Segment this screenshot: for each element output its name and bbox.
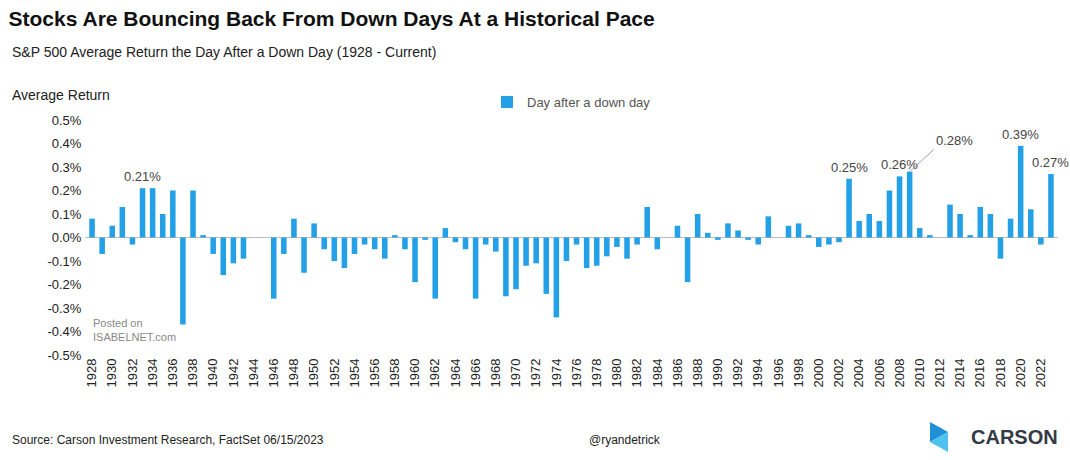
svg-text:1966: 1966 (468, 359, 483, 388)
svg-text:0.4%: 0.4% (52, 136, 82, 151)
svg-text:1956: 1956 (367, 359, 382, 388)
svg-text:Average Return: Average Return (12, 87, 110, 103)
svg-text:0.1%: 0.1% (52, 207, 82, 222)
svg-text:0.21%: 0.21% (124, 169, 161, 184)
svg-text:1950: 1950 (306, 359, 321, 388)
svg-text:Stocks Are Bouncing Back From: Stocks Are Bouncing Back From Down Days … (9, 7, 655, 30)
svg-text:1930: 1930 (104, 359, 119, 388)
svg-text:2018: 2018 (993, 359, 1008, 388)
svg-text:-0.3%: -0.3% (47, 301, 81, 316)
svg-text:1994: 1994 (750, 359, 765, 388)
svg-text:2006: 2006 (872, 359, 887, 388)
svg-text:1934: 1934 (145, 359, 160, 388)
svg-text:0.27%: 0.27% (1032, 155, 1069, 170)
svg-text:-0.5%: -0.5% (47, 348, 81, 363)
svg-text:2016: 2016 (973, 359, 988, 388)
svg-text:0.3%: 0.3% (52, 160, 82, 175)
svg-text:CARSON: CARSON (971, 426, 1058, 448)
svg-text:-0.2%: -0.2% (47, 277, 81, 292)
svg-text:2020: 2020 (1013, 359, 1028, 388)
svg-text:0.28%: 0.28% (936, 133, 973, 148)
svg-text:2002: 2002 (831, 359, 846, 388)
svg-text:1940: 1940 (205, 359, 220, 388)
svg-text:1976: 1976 (569, 359, 584, 388)
svg-text:Day after a down day: Day after a down day (527, 95, 650, 110)
svg-text:2012: 2012 (932, 359, 947, 388)
svg-text:2014: 2014 (952, 359, 967, 388)
svg-text:1982: 1982 (629, 359, 644, 388)
svg-text:1996: 1996 (771, 359, 786, 388)
svg-text:1978: 1978 (589, 359, 604, 388)
svg-text:1948: 1948 (286, 359, 301, 388)
svg-text:1988: 1988 (690, 359, 705, 388)
svg-text:1928: 1928 (84, 359, 99, 388)
svg-text:1942: 1942 (226, 359, 241, 388)
svg-text:2004: 2004 (851, 359, 866, 388)
svg-text:1972: 1972 (528, 359, 543, 388)
svg-text:0.26%: 0.26% (881, 157, 918, 172)
svg-text:1958: 1958 (387, 359, 402, 388)
svg-text:@ryandetrick: @ryandetrick (589, 433, 661, 447)
svg-text:Posted onISABELNET.com: Posted onISABELNET.com (93, 317, 176, 343)
svg-text:0.39%: 0.39% (1002, 127, 1039, 142)
svg-text:1936: 1936 (165, 359, 180, 388)
svg-text:1960: 1960 (407, 359, 422, 388)
svg-text:2010: 2010 (912, 359, 927, 388)
svg-text:1952: 1952 (327, 359, 342, 388)
svg-text:1998: 1998 (791, 359, 806, 388)
svg-text:1990: 1990 (710, 359, 725, 388)
svg-text:0.2%: 0.2% (52, 183, 82, 198)
svg-text:1968: 1968 (488, 359, 503, 388)
svg-text:0.0%: 0.0% (52, 230, 82, 245)
svg-text:1984: 1984 (650, 359, 665, 388)
svg-text:1962: 1962 (427, 359, 442, 388)
svg-text:1980: 1980 (609, 359, 624, 388)
svg-text:1946: 1946 (266, 359, 281, 388)
svg-text:2022: 2022 (1033, 359, 1048, 388)
svg-text:1938: 1938 (185, 359, 200, 388)
svg-text:1986: 1986 (670, 359, 685, 388)
svg-text:-0.4%: -0.4% (47, 324, 81, 339)
svg-text:S&P 500 Average Return the Day: S&P 500 Average Return the Day After a D… (12, 44, 436, 60)
svg-text:-0.1%: -0.1% (47, 254, 81, 269)
svg-text:1970: 1970 (508, 359, 523, 388)
svg-text:1992: 1992 (730, 359, 745, 388)
svg-text:1954: 1954 (347, 359, 362, 388)
svg-text:1964: 1964 (448, 359, 463, 388)
svg-text:2000: 2000 (811, 359, 826, 388)
svg-text:1932: 1932 (125, 359, 140, 388)
svg-text:0.25%: 0.25% (831, 160, 868, 175)
svg-text:1944: 1944 (246, 359, 261, 388)
svg-text:1974: 1974 (549, 359, 564, 388)
svg-text:Source: Carson Investment Rese: Source: Carson Investment Research, Fact… (12, 433, 324, 447)
svg-text:2008: 2008 (892, 359, 907, 388)
svg-text:0.5%: 0.5% (52, 113, 82, 128)
